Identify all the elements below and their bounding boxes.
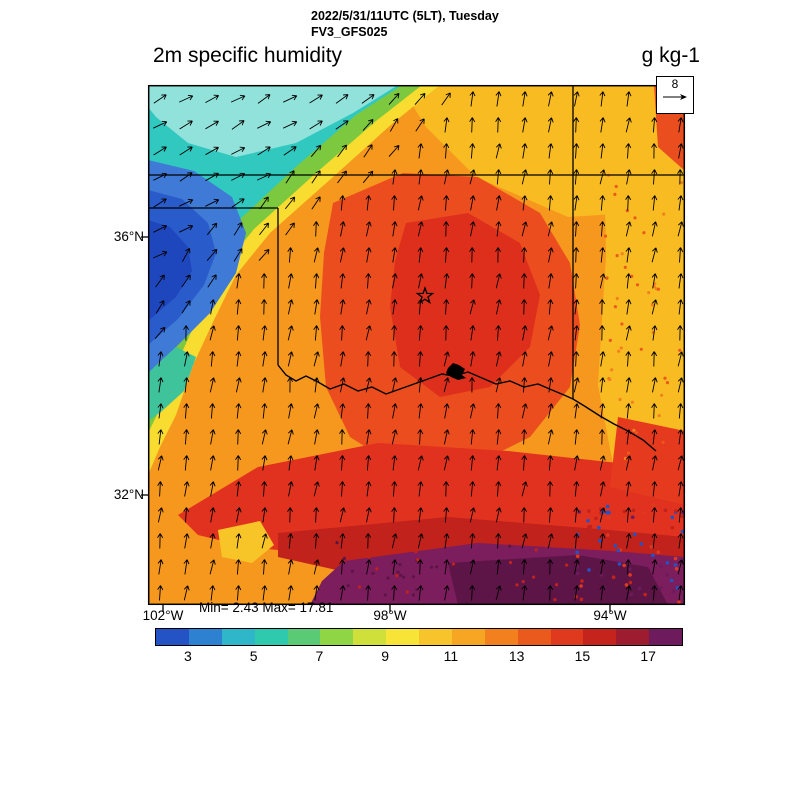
lon-tick-label: 98°W <box>373 608 407 623</box>
colorbar-tick-label: 9 <box>381 648 390 664</box>
colorbar-segment <box>188 629 222 645</box>
colorbar-tick-label: 17 <box>640 648 656 664</box>
map-frame <box>147 84 686 606</box>
model-title: FV3_GFS025 <box>311 25 388 39</box>
nw-darkest-blue-region <box>148 220 192 321</box>
wind-reference-arrow-icon <box>663 94 687 100</box>
colorbar-segment <box>221 629 255 645</box>
colorbar-tick-label: 7 <box>315 648 324 664</box>
datetime-title: 2022/5/31/11UTC (5LT), Tuesday <box>311 9 499 23</box>
colorbar-segment <box>254 629 288 645</box>
location-star-marker <box>415 286 435 305</box>
colorbar-tick-label: 3 <box>183 648 192 664</box>
colorbar-segment <box>320 629 354 645</box>
center-dark-red-region <box>390 213 540 397</box>
units-label: g kg-1 <box>641 44 700 67</box>
lon-tick-label: 102°W <box>142 608 184 623</box>
colorbar-segment <box>419 629 452 645</box>
colorbar-tick-label: 13 <box>508 648 525 664</box>
lat-tick-label: 36°N <box>113 229 144 244</box>
colorbar-segment <box>451 629 485 645</box>
colorbar-tick-label: 11 <box>443 648 459 664</box>
sw-gold-patch-region <box>218 521 274 563</box>
top-light-cyan-region <box>148 85 398 157</box>
teal-accent-sw-region <box>148 347 196 421</box>
colorbar-segment <box>649 629 682 645</box>
humidity-map <box>141 84 686 612</box>
lat-tick-label: 32°N <box>113 487 144 502</box>
colorbar-tick-label: 5 <box>249 648 258 664</box>
map-area: 8 <box>141 76 694 612</box>
colorbar <box>155 628 683 646</box>
wind-reference-box: 8 <box>656 76 694 114</box>
header-titles: 2022/5/31/11UTC (5LT), Tuesday FV3_GFS02… <box>311 8 499 40</box>
colorbar-tick-label: 15 <box>574 648 591 664</box>
purple-core-region <box>448 555 668 605</box>
chart-title: 2m specific humidity <box>153 44 343 67</box>
colorbar-segment <box>583 629 617 645</box>
colorbar-segment <box>386 629 419 645</box>
colorbar-segment <box>550 629 584 645</box>
colorbar-segment <box>616 629 650 645</box>
colorbar-segment <box>156 629 189 645</box>
minmax-label: Min= 2.43 Max= 17.81 <box>199 600 334 615</box>
wind-arrows <box>152 91 684 601</box>
lake-marker <box>446 363 466 380</box>
colorbar-segment <box>517 629 551 645</box>
nw-cyan-region <box>148 85 402 385</box>
colorbar-segment <box>484 629 518 645</box>
wind-reference-value: 8 <box>671 77 679 91</box>
lon-tick-label: 94°W <box>593 608 627 623</box>
colorbar-segment <box>353 629 387 645</box>
colorbar-segment <box>287 629 321 645</box>
